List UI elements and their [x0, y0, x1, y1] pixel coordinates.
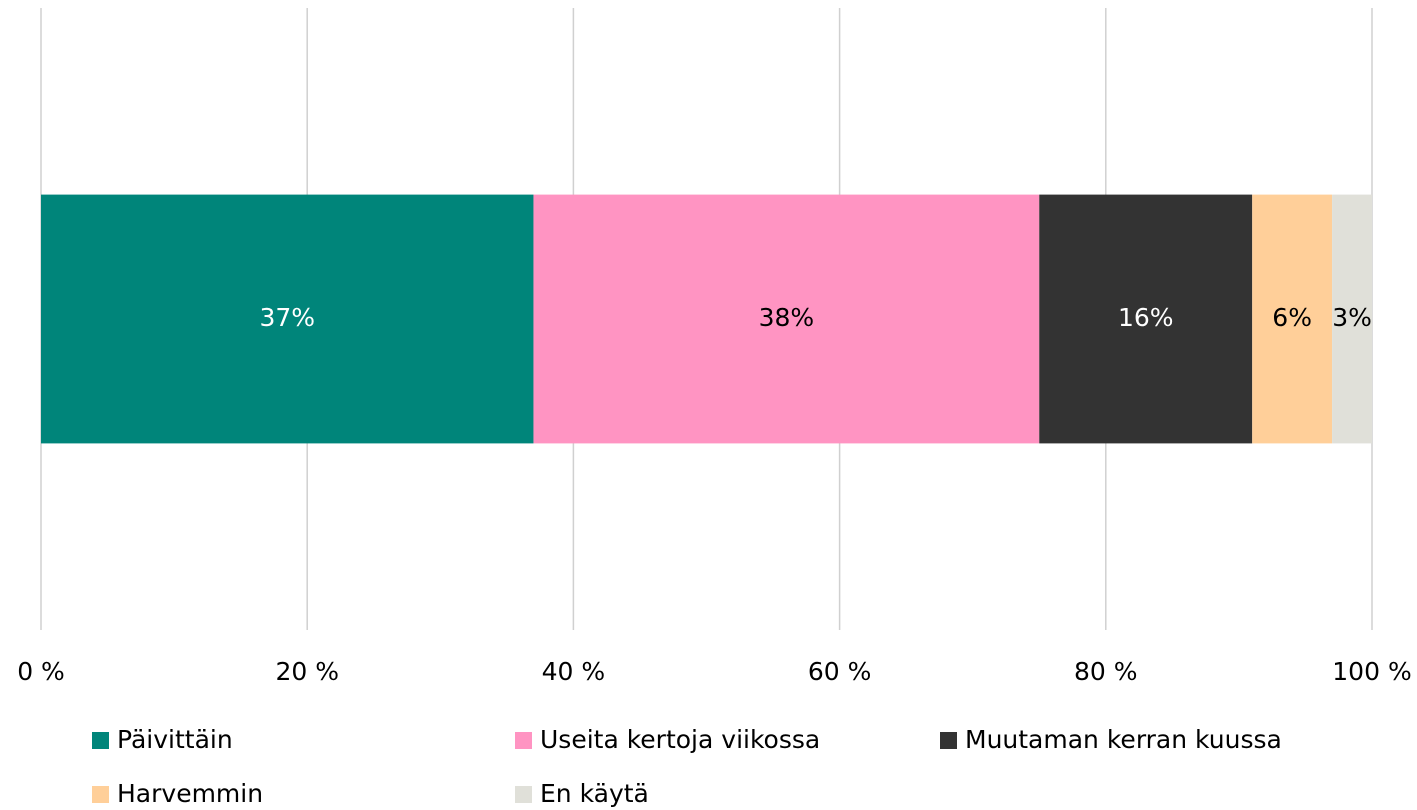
bar-segment: [1252, 194, 1333, 444]
legend-label: Useita kertoja viikossa: [540, 725, 820, 754]
x-tick-label: 100 %: [1332, 657, 1411, 686]
legend-swatch: [940, 732, 957, 749]
data-label: 3%: [1332, 303, 1372, 332]
x-tick-label: 80 %: [1074, 657, 1138, 686]
x-tick-label: 20 %: [275, 657, 339, 686]
legend-swatch: [92, 786, 109, 803]
legend-swatch: [515, 732, 532, 749]
data-label: 6%: [1272, 303, 1312, 332]
legend-label: Muutaman kerran kuussa: [965, 725, 1282, 754]
x-tick-label: 0 %: [17, 657, 65, 686]
data-label: 38%: [759, 303, 815, 332]
x-tick-label: 60 %: [808, 657, 872, 686]
legend-label: Harvemmin: [117, 779, 263, 808]
bar-segment: [1039, 194, 1253, 444]
legend-swatch: [92, 732, 109, 749]
data-label: 16%: [1118, 303, 1174, 332]
x-tick-label: 40 %: [542, 657, 606, 686]
bar-segment: [1332, 194, 1372, 444]
legend-label: En käytä: [540, 779, 649, 808]
legend-label: Päivittäin: [117, 725, 233, 754]
legend-swatch: [515, 786, 532, 803]
bar-segment: [533, 194, 1040, 444]
bar-segment: [41, 194, 534, 444]
data-label: 37%: [259, 303, 315, 332]
